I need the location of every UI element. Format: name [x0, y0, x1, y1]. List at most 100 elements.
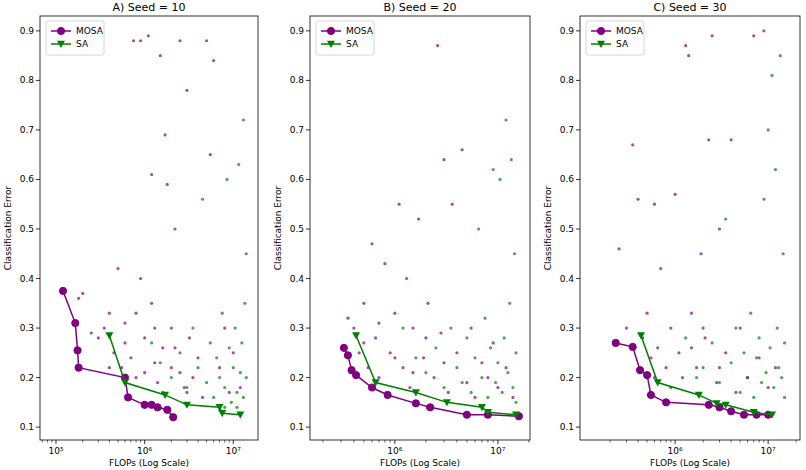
scatter-point: [779, 54, 782, 57]
y-tick: [306, 30, 310, 31]
y-tick: [576, 278, 580, 279]
scatter-point: [774, 168, 777, 171]
scatter-point: [401, 366, 404, 369]
frame: [310, 16, 530, 440]
y-tick: [306, 328, 310, 329]
y-tick-label: 0.9: [290, 26, 305, 36]
scatter-point: [166, 183, 169, 186]
scatter-point: [669, 326, 672, 329]
front-line: [109, 335, 240, 414]
x-tick-label: 10⁶: [137, 446, 152, 456]
x-tick-label: 10⁷: [761, 446, 776, 456]
scatter-point: [408, 386, 411, 389]
scatter-point: [225, 178, 228, 181]
front-marker: [121, 379, 129, 386]
scatter-point: [769, 346, 772, 349]
scatter-point: [196, 356, 199, 359]
y-tick-label: 0.2: [20, 373, 34, 383]
scatter-point: [434, 346, 437, 349]
x-label: FLOPs (Log Scale): [109, 458, 189, 468]
scatter-point: [772, 386, 775, 389]
y-tick: [36, 129, 40, 130]
scatter-point: [424, 371, 427, 374]
plot-area: [340, 44, 522, 420]
scatter-point: [139, 39, 142, 42]
scatter-point: [401, 326, 404, 329]
scatter-point: [752, 396, 755, 399]
scatter-point: [232, 366, 235, 369]
scatter-point: [730, 361, 733, 364]
scatter-point: [455, 351, 458, 354]
scatter-point: [455, 366, 458, 369]
y-tick-label: 0.7: [560, 125, 574, 135]
scatter-point: [205, 39, 208, 42]
scatter-point: [377, 322, 380, 325]
front-marker: [218, 410, 226, 417]
front-marker: [340, 344, 347, 351]
y-tick: [306, 377, 310, 378]
scatter-point: [188, 336, 191, 339]
scatter-point: [718, 381, 721, 384]
front-marker: [170, 414, 177, 421]
front-marker: [412, 400, 419, 407]
front-marker: [705, 401, 712, 408]
scatter-point: [191, 376, 194, 379]
front-marker: [750, 409, 758, 416]
scatter-point: [631, 143, 634, 146]
y-tick-label: 0.4: [20, 274, 35, 284]
y-tick: [576, 377, 580, 378]
scatter-point: [153, 326, 156, 329]
scatter-point: [414, 356, 417, 359]
scatter-point: [108, 312, 111, 315]
legend-marker: [597, 27, 604, 34]
scatter-point: [617, 247, 620, 250]
legend-label: SA: [346, 39, 359, 49]
scatter-point: [473, 396, 476, 399]
scatter-point: [762, 29, 765, 32]
scatter-point: [724, 217, 727, 220]
scatter-point: [191, 326, 194, 329]
y-tick: [306, 228, 310, 229]
front-marker: [647, 391, 654, 398]
scatter-point: [494, 381, 497, 384]
x-tick: [497, 440, 498, 444]
scatter-point: [153, 361, 156, 364]
scatter-point: [242, 396, 245, 399]
scatter-point: [134, 312, 137, 315]
scatter-point: [97, 336, 100, 339]
scatter-point: [734, 391, 737, 394]
scatter-point: [730, 138, 733, 141]
y-tick-label: 0.4: [560, 274, 575, 284]
front-line: [344, 348, 519, 416]
scatter-point: [690, 312, 693, 315]
front-marker: [412, 389, 420, 396]
scatter-point: [684, 44, 687, 47]
front-marker: [368, 384, 375, 391]
scatter-point: [389, 351, 392, 354]
x-label: FLOPs (Log Scale): [380, 458, 460, 468]
front-marker: [722, 402, 730, 409]
front-marker: [637, 332, 645, 339]
scatter-point: [758, 336, 761, 339]
scatter-point: [625, 326, 628, 329]
front-marker: [236, 412, 244, 419]
scatter-point: [767, 386, 770, 389]
scatter-point: [150, 341, 153, 344]
scatter-point: [718, 227, 721, 230]
front-marker: [512, 412, 520, 419]
scatter-point: [422, 356, 425, 359]
scatter-point: [212, 396, 215, 399]
y-tick-label: 0.9: [20, 26, 35, 36]
scatter-point: [178, 351, 181, 354]
scatter-point: [703, 336, 706, 339]
front-marker: [161, 392, 169, 399]
front-marker: [352, 372, 359, 379]
scatter-point: [108, 366, 111, 369]
scatter-point: [718, 366, 721, 369]
scatter-point: [480, 376, 483, 379]
y-tick: [576, 179, 580, 180]
scatter-point: [405, 277, 408, 280]
legend-label: MOSA: [616, 26, 644, 36]
scatter-point: [159, 361, 162, 364]
scatter-point: [398, 203, 401, 206]
